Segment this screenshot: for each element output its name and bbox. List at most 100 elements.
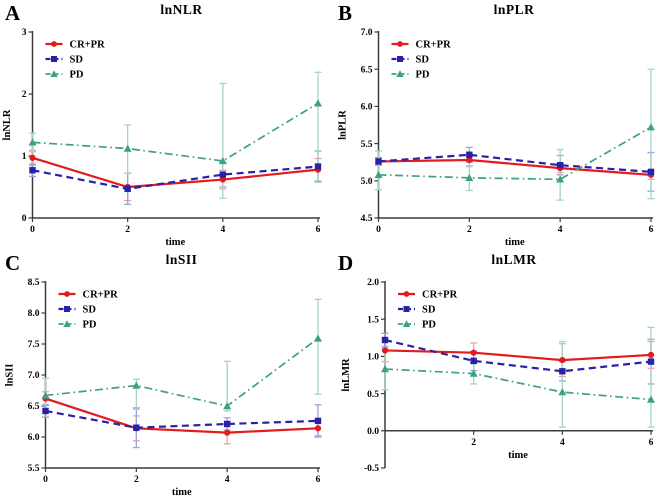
marker-CR+PR <box>219 176 226 183</box>
legend-item-PD: PD <box>58 320 97 331</box>
marker-SD <box>223 420 231 428</box>
marker-SD <box>219 171 227 178</box>
x-axis-label: time <box>508 450 528 461</box>
series-line-PD <box>378 126 652 181</box>
legend-marker-PD <box>402 320 411 327</box>
legend-marker-PD <box>396 70 404 77</box>
marker-CR+PR <box>314 425 322 432</box>
y-tick-label: 1.0 <box>367 353 379 363</box>
y-tick-label: 0 <box>22 214 27 224</box>
legend-item-CR+PR: CR+PR <box>398 290 458 301</box>
marker-CR+PR <box>559 357 566 364</box>
legend-label-SD: SD <box>83 305 97 316</box>
marker-PD <box>28 138 37 146</box>
y-tick-label: -0.5 <box>364 464 379 474</box>
marker-PD <box>374 170 383 179</box>
legend-item-PD: PD <box>391 70 430 81</box>
y-tick-label: 2 <box>22 90 27 100</box>
panel-a: A lnNLR 0 1 2 3 lnNLR 0 2 4 6 time CR+PR SD PD <box>0 0 333 250</box>
x-tick-label: 4 <box>558 225 563 235</box>
legend-item-CR+PR: CR+PR <box>58 290 118 301</box>
legend-item-SD: SD <box>391 55 430 66</box>
legend-label-CR+PR: CR+PR <box>70 40 106 51</box>
legend-item-SD: SD <box>58 305 97 316</box>
y-tick-label: 1 <box>22 152 27 162</box>
marker-SD <box>314 163 322 170</box>
legend-item-SD: SD <box>45 55 83 66</box>
marker-SD <box>375 158 382 165</box>
legend-label-PD: PD <box>83 320 97 331</box>
y-tick-label: 0.5 <box>367 390 379 400</box>
legend-item-PD: PD <box>45 70 84 81</box>
panel-letter-b: B <box>338 1 353 25</box>
marker-CR+PR <box>381 347 389 354</box>
panel-letter-d: D <box>338 251 354 275</box>
marker-PD <box>314 334 322 342</box>
marker-SD <box>133 424 140 431</box>
y-tick-label: 3 <box>22 28 27 38</box>
y-tick-label: 1.5 <box>367 315 379 325</box>
marker-SD <box>314 417 322 425</box>
x-tick-label: 2 <box>134 475 139 485</box>
x-axis-label: time <box>165 237 185 248</box>
marker-SD <box>29 167 36 174</box>
marker-CR+PR <box>647 351 655 359</box>
y-tick-label: 7.0 <box>361 28 373 38</box>
y-tick-label: 5.0 <box>361 177 373 187</box>
plot-b: 4.5 5.0 5.5 6.0 6.5 7.0 lnPLR 0 2 4 6 time CR+PR SD PD <box>338 28 655 248</box>
legend-item-SD: SD <box>398 305 436 316</box>
legend-marker-CR+PR <box>397 41 403 47</box>
legend-label-PD: PD <box>422 320 436 331</box>
x-axis-label: time <box>172 487 192 498</box>
y-axis-label: lnNLR <box>2 109 13 140</box>
legend-label-SD: SD <box>422 305 436 316</box>
panel-b: B lnPLR 4.5 5.0 5.5 6.0 6.5 7.0 lnPLR 0 2 4 6 time C… <box>333 0 665 250</box>
panel-title-c: lnSII <box>165 252 198 267</box>
x-tick-label: 0 <box>43 475 48 485</box>
marker-PD <box>132 381 141 389</box>
y-tick-label: 5.5 <box>28 464 40 474</box>
marker-PD <box>469 369 478 377</box>
marker-SD <box>647 168 655 176</box>
marker-SD <box>647 358 655 365</box>
y-tick-label: 7.0 <box>28 371 40 381</box>
y-axis-label: lnPLR <box>338 110 349 140</box>
x-tick-label: 6 <box>649 225 654 235</box>
y-axis-label: lnLMR <box>341 358 352 392</box>
marker-CR+PR <box>224 429 231 436</box>
series-line-SD <box>32 165 319 190</box>
y-tick-label: 6.5 <box>28 402 40 412</box>
y-tick-label: 6.0 <box>28 433 40 443</box>
legend-label-PD: PD <box>70 70 84 81</box>
series-line-SD <box>45 409 319 429</box>
marker-SD <box>559 368 566 375</box>
legend-marker-SD <box>397 56 403 62</box>
y-tick-label: 7.5 <box>28 340 40 350</box>
x-tick-label: 2 <box>467 225 472 235</box>
legend-label-SD: SD <box>416 55 430 66</box>
panel-c: C lnSII 5.5 6.0 6.5 7.0 7.5 8.0 8.5 lnSII 0 2 4 6 ti… <box>0 250 333 500</box>
y-tick-label: 5.5 <box>361 140 373 150</box>
legend-item-CR+PR: CR+PR <box>45 40 106 51</box>
y-tick-label: 2.0 <box>367 278 379 288</box>
legend-item-CR+PR: CR+PR <box>391 40 451 51</box>
series-line-PD <box>384 368 652 401</box>
y-axis-label: lnSII <box>5 364 16 387</box>
x-tick-label: 4 <box>220 225 225 235</box>
panel-title-b: lnPLR <box>493 2 535 17</box>
x-tick-label: 2 <box>471 438 476 448</box>
legend-label-PD: PD <box>416 70 430 81</box>
legend-marker-CR+PR <box>51 41 57 47</box>
legend-marker-PD <box>63 320 71 327</box>
y-tick-label: 6.0 <box>361 103 373 113</box>
marker-SD <box>470 357 477 365</box>
marker-PD <box>314 99 322 107</box>
marker-PD <box>41 391 50 399</box>
marker-PD <box>223 402 232 410</box>
marker-SD <box>124 185 131 193</box>
panel-letter-c: C <box>5 251 21 275</box>
x-tick-label: 6 <box>316 475 321 485</box>
marker-CR+PR <box>29 154 36 161</box>
legend-marker-PD <box>50 70 58 77</box>
